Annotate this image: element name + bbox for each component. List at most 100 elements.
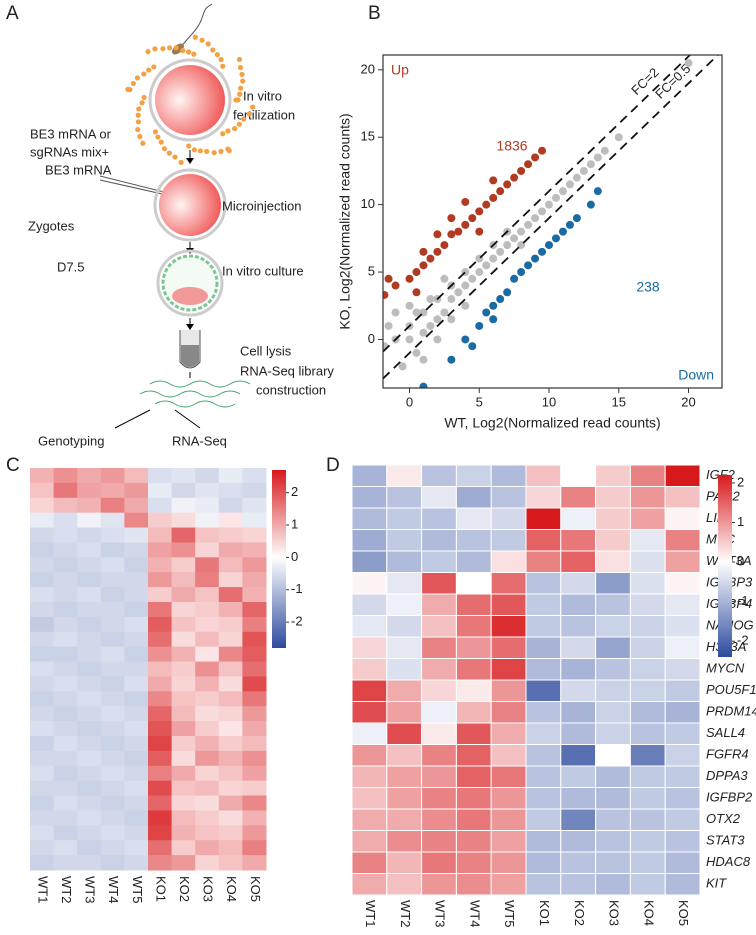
heatmap-cell bbox=[218, 527, 243, 543]
point bbox=[558, 227, 567, 236]
heatmap-cell bbox=[595, 529, 631, 552]
heatmap-cell bbox=[490, 808, 527, 831]
cumulus-cell bbox=[130, 80, 136, 87]
point bbox=[524, 220, 533, 229]
row-label: DPPA3 bbox=[706, 768, 748, 783]
heatmap-cell bbox=[595, 507, 631, 530]
rna bbox=[149, 380, 251, 388]
heatmap-cell bbox=[171, 542, 196, 558]
heatmap-cell bbox=[490, 658, 527, 681]
cumulus-cell bbox=[135, 126, 141, 133]
point bbox=[440, 241, 449, 250]
cumulus-cell bbox=[135, 112, 141, 118]
heatmap-cell bbox=[30, 542, 55, 558]
heatmap-cell bbox=[242, 512, 267, 529]
heatmap-cell bbox=[100, 676, 125, 692]
column-label: WT4 bbox=[106, 876, 121, 903]
row-label: IGFBP2 bbox=[706, 790, 753, 805]
point bbox=[545, 241, 554, 250]
heatmap-cell bbox=[242, 840, 267, 856]
heatmap-cell bbox=[386, 787, 423, 810]
heatmap-cell bbox=[242, 557, 267, 573]
arrow bbox=[174, 409, 201, 429]
heatmap-cell bbox=[242, 497, 267, 514]
heatmap-cell bbox=[595, 808, 631, 831]
heatmap-cell bbox=[664, 507, 701, 530]
point bbox=[461, 301, 470, 310]
point bbox=[426, 254, 435, 263]
cumulus-cell bbox=[214, 51, 220, 58]
heatmap-cell bbox=[218, 631, 243, 648]
heatmap-cell bbox=[560, 658, 597, 681]
cumulus-cell bbox=[220, 131, 226, 137]
point bbox=[551, 234, 560, 243]
heatmap-cell bbox=[490, 765, 527, 788]
heatmap-cell bbox=[242, 691, 267, 707]
heatmap-cell bbox=[124, 736, 149, 752]
heatmap-cell bbox=[351, 593, 388, 616]
heatmap-cell bbox=[560, 679, 597, 702]
point bbox=[419, 355, 428, 364]
heatmap-cell bbox=[664, 486, 701, 509]
heatmap-cell bbox=[242, 795, 267, 811]
heatmap-cell bbox=[77, 572, 102, 588]
heatmap-cell bbox=[171, 512, 196, 529]
heatmap-cell bbox=[77, 810, 102, 826]
heatmap-cell bbox=[148, 825, 173, 841]
heatmap-cell bbox=[30, 482, 55, 499]
heatmap-cell bbox=[77, 750, 102, 767]
heatmap-cell bbox=[664, 550, 701, 573]
y-tick-label: 10 bbox=[361, 196, 375, 211]
point bbox=[412, 288, 421, 297]
heatmap-cell bbox=[242, 468, 267, 484]
heatmap-cell bbox=[242, 572, 267, 588]
heatmap-cell bbox=[53, 795, 78, 811]
colorbar-tick-label: -2 bbox=[291, 614, 303, 629]
heatmap-cell bbox=[100, 468, 125, 484]
point bbox=[489, 176, 498, 185]
heatmap-cell bbox=[218, 616, 243, 633]
heatmap-cell bbox=[53, 497, 78, 514]
heatmap-cell bbox=[525, 808, 562, 831]
heatmap-cell bbox=[30, 616, 55, 633]
point bbox=[531, 214, 540, 223]
heatmap-cell bbox=[242, 706, 267, 722]
heatmap-cell bbox=[148, 557, 173, 573]
heatmap-cell bbox=[351, 658, 388, 681]
heatmap-cell bbox=[100, 706, 125, 722]
heatmap-cell bbox=[53, 616, 78, 633]
heatmap-cell bbox=[100, 587, 125, 603]
heatmap-cell bbox=[53, 706, 78, 722]
heatmap-cell bbox=[490, 744, 527, 767]
heatmap-cell bbox=[629, 550, 666, 573]
heatmap-cell bbox=[77, 646, 102, 663]
heatmap-cell bbox=[195, 497, 220, 514]
zona bbox=[153, 168, 227, 242]
heatmap-cell bbox=[171, 557, 196, 573]
heatmap-cell bbox=[218, 840, 243, 856]
heatmap-cell bbox=[148, 736, 173, 752]
count-label: 238 bbox=[636, 279, 660, 295]
cumulus-cell bbox=[139, 100, 145, 106]
heatmap-cell bbox=[455, 808, 492, 831]
panel-label: D bbox=[326, 455, 340, 476]
cumulus-cell bbox=[145, 49, 151, 55]
heatmap-cell bbox=[455, 507, 492, 530]
point bbox=[489, 254, 498, 263]
count-label: 1836 bbox=[496, 138, 527, 154]
heatmap-cell bbox=[195, 691, 220, 707]
heatmap-cell bbox=[195, 661, 220, 677]
legend-label: Down bbox=[678, 367, 714, 383]
cumulus-cell bbox=[178, 159, 184, 165]
point bbox=[412, 308, 421, 317]
heatmap-cell bbox=[664, 593, 701, 616]
point bbox=[447, 315, 456, 324]
heatmap-cell bbox=[218, 587, 243, 603]
heatmap-cell bbox=[560, 464, 597, 487]
cumulus-cell bbox=[220, 63, 226, 69]
step-label: construction bbox=[256, 382, 326, 397]
heatmap-cell bbox=[560, 615, 597, 638]
row-label: POU5F1 bbox=[706, 682, 756, 697]
heatmap-cell bbox=[490, 830, 527, 853]
heatmap-cell bbox=[421, 808, 457, 831]
